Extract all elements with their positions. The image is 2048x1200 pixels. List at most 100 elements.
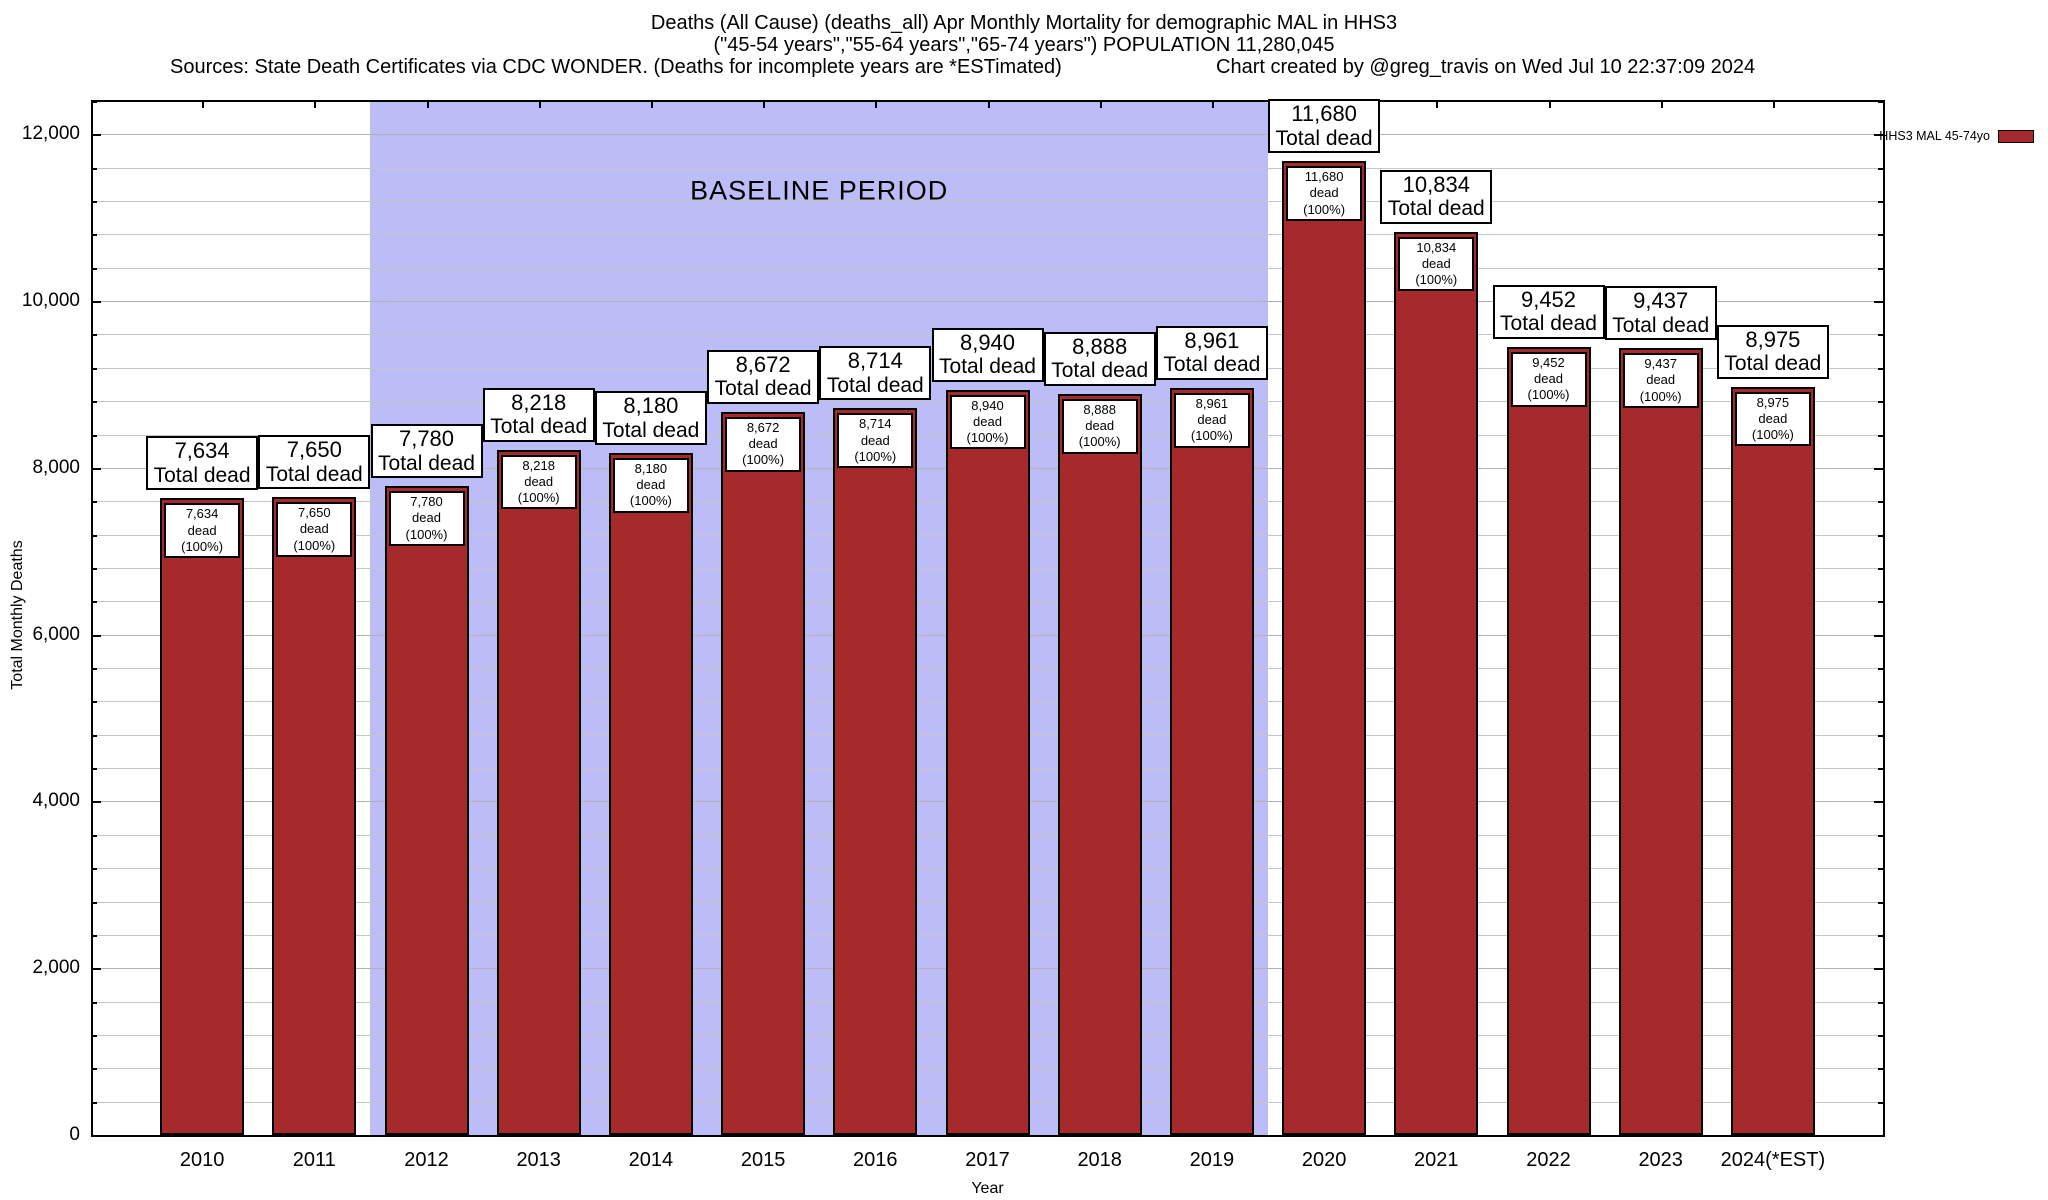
x-tick-label: 2017 <box>965 1149 1010 1171</box>
x-tick-top <box>202 101 205 108</box>
y-tick-label: 6,000 <box>32 623 80 645</box>
y-tick-right <box>1878 334 1883 337</box>
y-tick-left <box>92 1101 97 1104</box>
y-tick-right <box>1874 801 1883 804</box>
bar-2017 <box>945 389 1030 1135</box>
bar-inner-suffix: dead (100%) <box>1190 412 1233 444</box>
y-tick-right <box>1878 434 1883 437</box>
legend-series-label: HHS3 MAL 45-74yo <box>1879 129 1990 143</box>
legend-color-swatch <box>1998 129 2034 143</box>
bar-inner-suffix: dead (100%) <box>1415 255 1458 288</box>
y-tick-left <box>92 634 101 637</box>
bar-inner-value: 8,180 <box>634 460 668 476</box>
bar-total-suffix: Total dead <box>1724 352 1822 376</box>
bar-inner-value: 8,888 <box>1083 401 1116 417</box>
y-tick-left <box>92 534 97 537</box>
minor-gridline <box>92 234 1883 236</box>
bar-inner-value: 8,714 <box>859 416 892 432</box>
y-tick-right <box>1878 1001 1883 1004</box>
x-tick-top <box>987 101 990 108</box>
bar-2014 <box>608 452 693 1135</box>
x-tick-label: 2015 <box>740 1149 786 1171</box>
y-tick-right <box>1878 567 1883 570</box>
y-tick-label: 0 <box>69 1124 80 1145</box>
y-tick-left <box>92 968 101 971</box>
y-tick-left <box>92 267 97 270</box>
minor-gridline <box>92 267 1883 269</box>
y-tick-label: 4,000 <box>32 790 80 812</box>
bar-total-label-2021: 10,834 Total dead <box>1380 169 1493 224</box>
chart-title-line2: ("45-54 years","55-64 years","65-74 year… <box>713 34 1335 56</box>
bar-inner-suffix: dead (100%) <box>293 521 336 553</box>
bar-inner-suffix: dead (100%) <box>1751 410 1794 443</box>
y-tick-right <box>1878 768 1883 771</box>
bar-2022 <box>1506 346 1591 1135</box>
bar-total-value: 8,975 <box>1745 326 1801 352</box>
bar-2019 <box>1169 387 1254 1135</box>
x-tick-top <box>1660 101 1663 108</box>
bar-inner-label-2020: 11,680 dead (100%) <box>1286 166 1363 221</box>
chart-credit: Chart created by @greg_travis on Wed Jul… <box>1216 56 1756 78</box>
y-tick-left <box>92 868 97 871</box>
bar-inner-suffix: dead (100%) <box>181 522 224 554</box>
y-tick-left <box>92 167 97 170</box>
bar-total-value: 10,834 <box>1402 171 1470 197</box>
y-tick-left <box>92 668 97 671</box>
y-tick-left <box>92 1068 97 1071</box>
y-tick-left <box>92 434 97 437</box>
bar-inner-value: 7,650 <box>298 505 331 521</box>
bar-inner-label-2022: 9,452 dead (100%) <box>1510 351 1587 407</box>
bar-inner-value: 8,961 <box>1195 395 1229 411</box>
y-tick-left <box>92 768 97 771</box>
bar-total-label-2016: 8,714 Total dead <box>819 346 932 401</box>
bar-inner-label-2017: 8,940 dead (100%) <box>949 394 1026 450</box>
y-tick-left <box>92 701 97 704</box>
x-tick-top <box>314 101 317 108</box>
y-tick-left <box>92 567 97 570</box>
bar-total-suffix: Total dead <box>378 451 475 475</box>
y-tick-right <box>1878 1068 1883 1071</box>
y-tick-right <box>1874 634 1883 637</box>
y-tick-right <box>1878 1034 1883 1037</box>
y-tick-label: 2,000 <box>32 957 80 979</box>
y-tick-right <box>1878 501 1883 504</box>
major-gridline <box>92 301 1883 303</box>
y-tick-left <box>92 501 97 504</box>
bar-inner-value: 8,672 <box>746 419 780 435</box>
x-tick-label: 2018 <box>1077 1149 1122 1171</box>
x-tick-top <box>426 101 429 108</box>
x-tick-label: 2011 <box>292 1149 336 1171</box>
bar-inner-label-2012: 7,780 dead (100%) <box>388 491 465 546</box>
y-tick-right <box>1878 868 1883 871</box>
bar-inner-value: 9,452 <box>1532 354 1565 370</box>
minor-gridline <box>92 167 1883 169</box>
bar-2016 <box>833 408 918 1135</box>
y-tick-left <box>92 234 97 237</box>
chart-sources: Sources: State Death Certificates via CD… <box>170 56 1062 78</box>
y-tick-right <box>1878 601 1883 604</box>
bar-total-suffix: Total dead <box>1500 312 1597 336</box>
bar-inner-suffix: dead (100%) <box>405 510 448 542</box>
bar-inner-suffix: dead (100%) <box>1639 372 1682 404</box>
y-tick-label: 12,000 <box>21 123 80 145</box>
y-tick-label: 8,000 <box>32 456 80 478</box>
bar-total-suffix: Total dead <box>1387 197 1485 221</box>
bar-total-suffix: Total dead <box>826 373 924 397</box>
y-tick-left <box>92 901 97 904</box>
bar-inner-label-2015: 8,672 dead (100%) <box>725 416 802 472</box>
bar-total-value: 8,961 <box>1184 327 1240 353</box>
x-tick-label: 2022 <box>1526 1149 1571 1171</box>
x-tick-label: 2010 <box>179 1149 225 1171</box>
x-tick-top <box>1548 101 1551 108</box>
bar-total-label-2011: 7,650 Total dead <box>258 435 371 490</box>
x-tick-label: 2016 <box>853 1149 898 1171</box>
y-axis-label: Total Monthly Deaths <box>9 540 26 690</box>
y-tick-left <box>92 467 101 470</box>
x-tick-top <box>1436 101 1439 108</box>
bar-inner-suffix: dead (100%) <box>854 432 897 464</box>
bar-inner-label-2019: 8,961 dead (100%) <box>1173 392 1250 448</box>
x-tick-label: 2013 <box>516 1149 561 1171</box>
bar-inner-suffix: dead (100%) <box>629 477 672 509</box>
bar-2013 <box>496 449 581 1135</box>
bar-total-suffix: Total dead <box>1051 359 1149 383</box>
